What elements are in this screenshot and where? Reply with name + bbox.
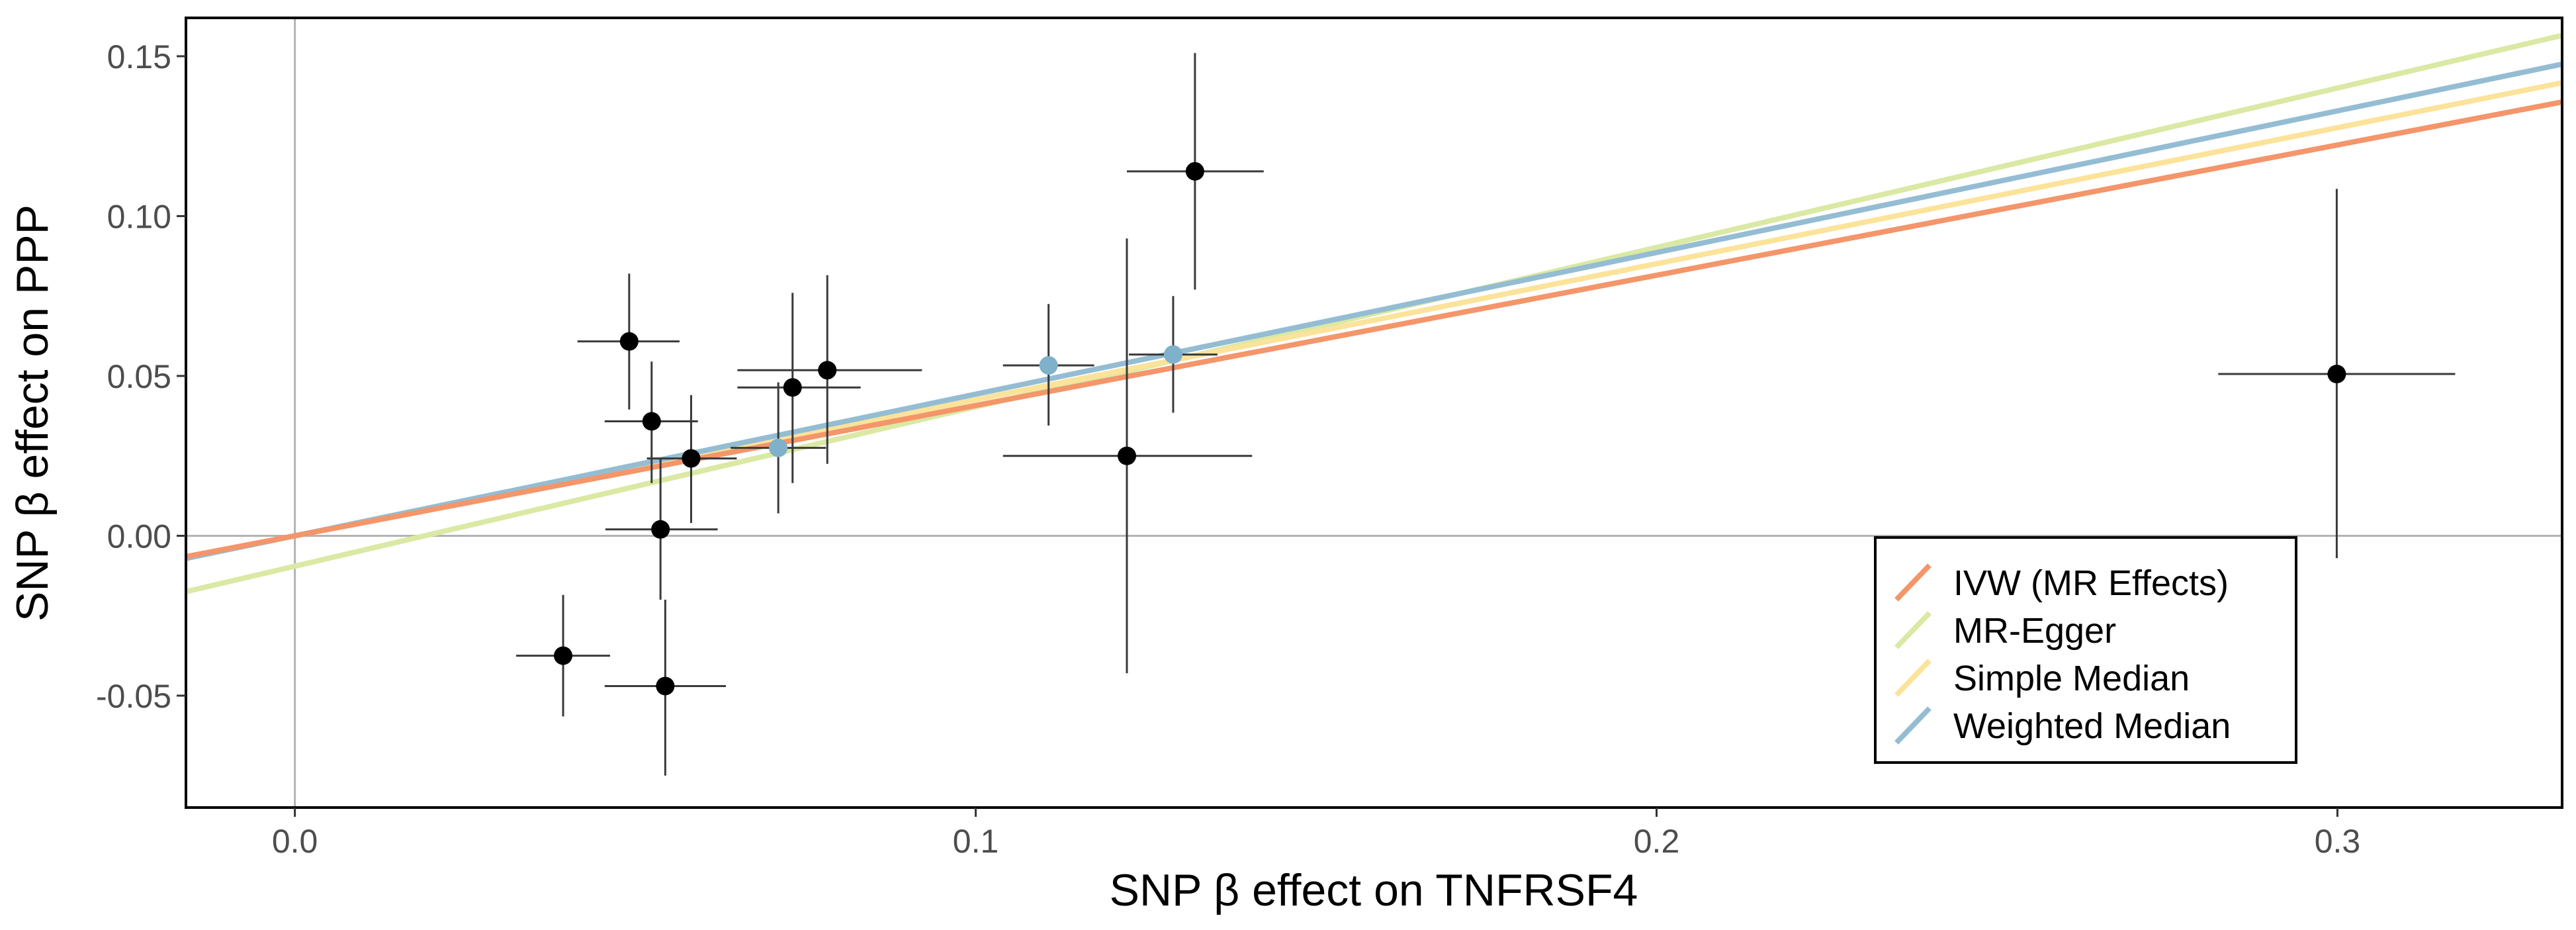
data-points	[554, 162, 2346, 696]
legend-label: IVW (MR Effects)	[1953, 563, 2229, 603]
x-axis-title: SNP β effect on TNFRSF4	[1110, 865, 1638, 915]
x-axis-ticks: 0.0 0.1 0.2 0.3	[272, 808, 2360, 860]
legend-swatch	[1894, 611, 1932, 649]
x-tick-label: 0.1	[953, 823, 999, 860]
data-point	[1117, 446, 1136, 465]
legend: IVW (MR Effects) MR-Egger Simple Median Wei…	[1874, 536, 2297, 764]
y-tick-label: -0.05	[96, 678, 171, 715]
legend-label: Weighted Median	[1953, 706, 2231, 746]
fit-line-weighted-median	[186, 62, 2562, 561]
x-tick-label: 0.0	[272, 823, 318, 860]
data-point	[783, 378, 802, 397]
data-point	[1185, 162, 1204, 181]
data-point	[651, 520, 670, 539]
fit-line-ivw-mr-effects	[186, 99, 2562, 559]
data-point	[656, 676, 675, 696]
reference-lines	[186, 18, 2562, 808]
legend-label: Simple Median	[1953, 659, 2190, 698]
data-point	[619, 332, 639, 351]
data-point	[642, 412, 661, 431]
legend-swatch	[1894, 563, 1932, 602]
data-point	[554, 646, 573, 665]
legend-swatch	[1894, 706, 1932, 745]
y-tick-label: 0.00	[107, 518, 171, 555]
data-point-highlighted	[1039, 356, 1058, 375]
y-axis-ticks: -0.05 0.00 0.05 0.10 0.15	[96, 38, 186, 715]
data-point-highlighted	[769, 438, 788, 457]
legend-swatch	[1894, 659, 1932, 697]
y-axis-title: SNP β effect on PPP	[7, 205, 58, 622]
panel-border	[185, 17, 2563, 809]
fit-lines	[186, 32, 2562, 594]
data-point-highlighted	[1163, 345, 1182, 364]
data-point	[682, 449, 701, 468]
data-point	[2327, 365, 2346, 384]
x-tick-label: 0.2	[1634, 823, 1680, 860]
x-tick-label: 0.3	[2315, 823, 2361, 860]
legend-label: MR-Egger	[1953, 611, 2116, 651]
data-point	[818, 361, 837, 380]
y-tick-label: 0.10	[107, 198, 171, 235]
legend-box	[1874, 536, 2297, 764]
y-tick-label: 0.05	[107, 358, 171, 395]
y-tick-label: 0.15	[107, 38, 171, 75]
